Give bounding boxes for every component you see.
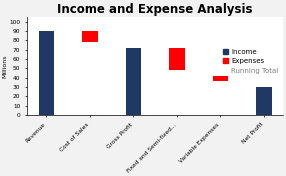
Y-axis label: Millions: Millions — [3, 54, 8, 78]
Bar — [82, 31, 98, 42]
Bar — [126, 48, 141, 115]
Bar — [169, 48, 184, 70]
Legend: Income, Expenses, Running Total: Income, Expenses, Running Total — [222, 47, 280, 75]
Bar — [213, 76, 228, 81]
Bar — [39, 31, 54, 115]
Title: Income and Expense Analysis: Income and Expense Analysis — [57, 3, 253, 16]
Bar — [256, 87, 272, 115]
